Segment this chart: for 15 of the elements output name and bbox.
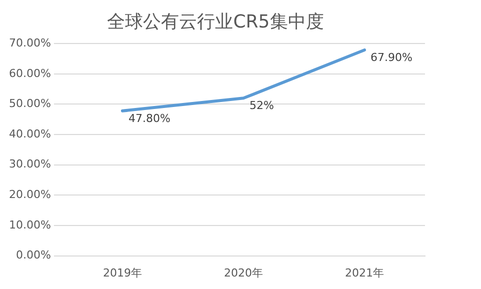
data-label: 52% [249,99,274,112]
y-tick-label: 40.00% [8,127,51,140]
data-label: 47.80% [128,112,170,125]
x-tick-label: 2020年 [224,266,263,280]
x-tick-label: 2019年 [102,266,142,280]
data-label: 67.90% [370,50,412,64]
y-tick-label: 20.00% [8,188,51,202]
y-tick-label: 10.00% [8,218,51,232]
chart-title: 全球公有云行业CR5集中度 [107,11,324,32]
y-tick-label: 70.00% [8,36,51,50]
y-tick-label: 60.00% [8,66,51,80]
x-tick-label: 2021年 [344,266,384,280]
y-tick-label: 0.00% [16,248,51,262]
y-tick-label: 50.00% [8,97,51,110]
y-tick-label: 30.00% [8,158,51,171]
